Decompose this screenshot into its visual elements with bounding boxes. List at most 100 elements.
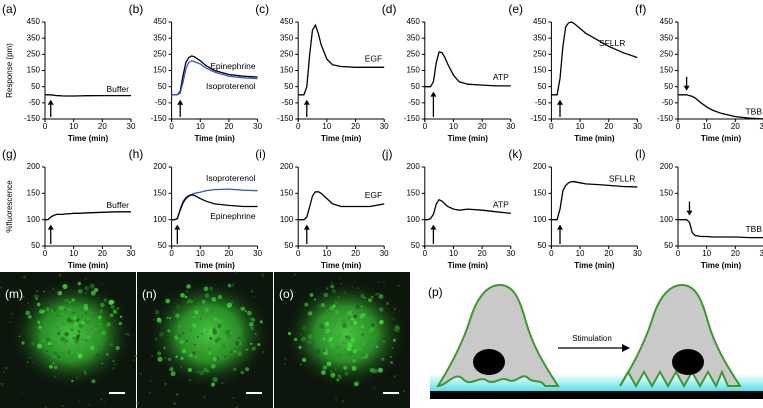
x-tick-label: 20: [98, 122, 107, 131]
speckle: [338, 300, 340, 302]
speckle: [293, 273, 296, 276]
speckle: [68, 308, 71, 312]
speckle: [177, 335, 179, 338]
speckle: [161, 331, 165, 335]
speckle: [100, 398, 103, 401]
speckle: [53, 351, 58, 356]
speckle: [68, 301, 72, 304]
series-label: Isoproterenol: [206, 81, 256, 91]
speckle: [205, 330, 208, 333]
chart: (d) -150 -50 50 150 250 350 450 0 10 20 30 Time (min…: [382, 2, 516, 143]
speckle: [399, 310, 401, 312]
speckle: [110, 305, 115, 309]
speckle: [323, 292, 328, 298]
speckle: [325, 365, 327, 368]
speckle: [377, 367, 383, 373]
panel-label: (o): [279, 287, 294, 301]
x-axis-label: Time (min): [68, 261, 109, 270]
speckle: [367, 313, 370, 315]
stimulus-arrowhead: [430, 91, 437, 97]
speckle: [70, 350, 74, 355]
x-axis-label: Time (min): [574, 261, 615, 270]
speckle: [337, 353, 341, 357]
speckle: [218, 319, 222, 323]
y-tick-label: -150: [151, 114, 168, 123]
speckle: [49, 364, 53, 369]
y-tick-label: 200: [27, 162, 41, 171]
speckle: [250, 290, 254, 293]
y-tick-label: 450: [406, 17, 420, 26]
series-label: Epinephrine: [210, 211, 256, 221]
speckle: [381, 350, 384, 352]
speckle: [204, 293, 210, 298]
speckle: [73, 316, 77, 321]
speckle: [77, 289, 83, 294]
speckle: [71, 336, 76, 340]
speckle: [189, 298, 192, 302]
speckle: [75, 328, 78, 331]
speckle: [377, 292, 380, 295]
speckle: [360, 293, 365, 298]
speckle: [360, 305, 363, 308]
speckle: [298, 345, 302, 349]
y-tick-label: 50: [411, 82, 420, 91]
speckle: [109, 342, 114, 347]
y-tick-label: 250: [533, 49, 547, 58]
speckle: [224, 355, 227, 358]
speckle: [0, 382, 4, 386]
chart: (l) 50 100 150 200 0 10 20 30 Time (min) TBB: [635, 147, 763, 270]
speckle: [389, 337, 391, 339]
speckle: [56, 326, 59, 329]
speckle: [154, 315, 156, 317]
speckle: [322, 312, 325, 315]
speckle: [342, 341, 345, 344]
speckle: [302, 326, 307, 331]
speckle: [361, 333, 364, 336]
speckle: [325, 328, 331, 334]
x-tick-label: 20: [351, 122, 360, 131]
speckle: [335, 397, 337, 399]
speckle: [376, 345, 379, 348]
speckle: [310, 323, 314, 327]
speckle: [368, 298, 370, 300]
speckle: [371, 323, 375, 327]
speckle: [347, 342, 353, 348]
speckle: [353, 320, 358, 325]
speckle: [28, 315, 32, 319]
speckle: [203, 367, 208, 372]
speckle: [352, 349, 357, 354]
series-label: SFLLR: [609, 173, 635, 183]
y-tick-label: 150: [533, 66, 547, 75]
speckle: [309, 293, 314, 297]
speckle: [232, 318, 234, 321]
y-tick-label: -50: [28, 98, 40, 107]
speckle: [337, 374, 342, 378]
stimulus-arrowhead: [557, 99, 563, 105]
speckle: [257, 343, 261, 347]
speckle: [222, 329, 227, 334]
panel-label: (h): [129, 147, 144, 161]
speckle: [88, 404, 90, 406]
speckle: [232, 355, 234, 358]
speckle: [78, 330, 81, 334]
x-tick-label: 10: [322, 249, 331, 258]
speckle: [322, 337, 326, 341]
y-tick-label: -50: [155, 98, 167, 107]
speckle: [357, 287, 360, 290]
x-axis-label: Time (min): [448, 261, 489, 270]
speckle: [244, 309, 246, 311]
y-tick-label: 250: [153, 49, 167, 58]
series-label: TBB: [745, 224, 762, 234]
substrate: [430, 391, 763, 399]
speckle: [225, 329, 231, 335]
speckle: [330, 370, 332, 373]
speckle: [308, 334, 313, 339]
speckle: [304, 302, 309, 307]
speckle: [326, 287, 329, 290]
speckle: [52, 355, 56, 359]
speckle: [216, 336, 222, 342]
speckle: [83, 298, 86, 300]
speckle: [251, 317, 255, 322]
speckle: [99, 322, 102, 325]
speckle: [339, 282, 342, 285]
